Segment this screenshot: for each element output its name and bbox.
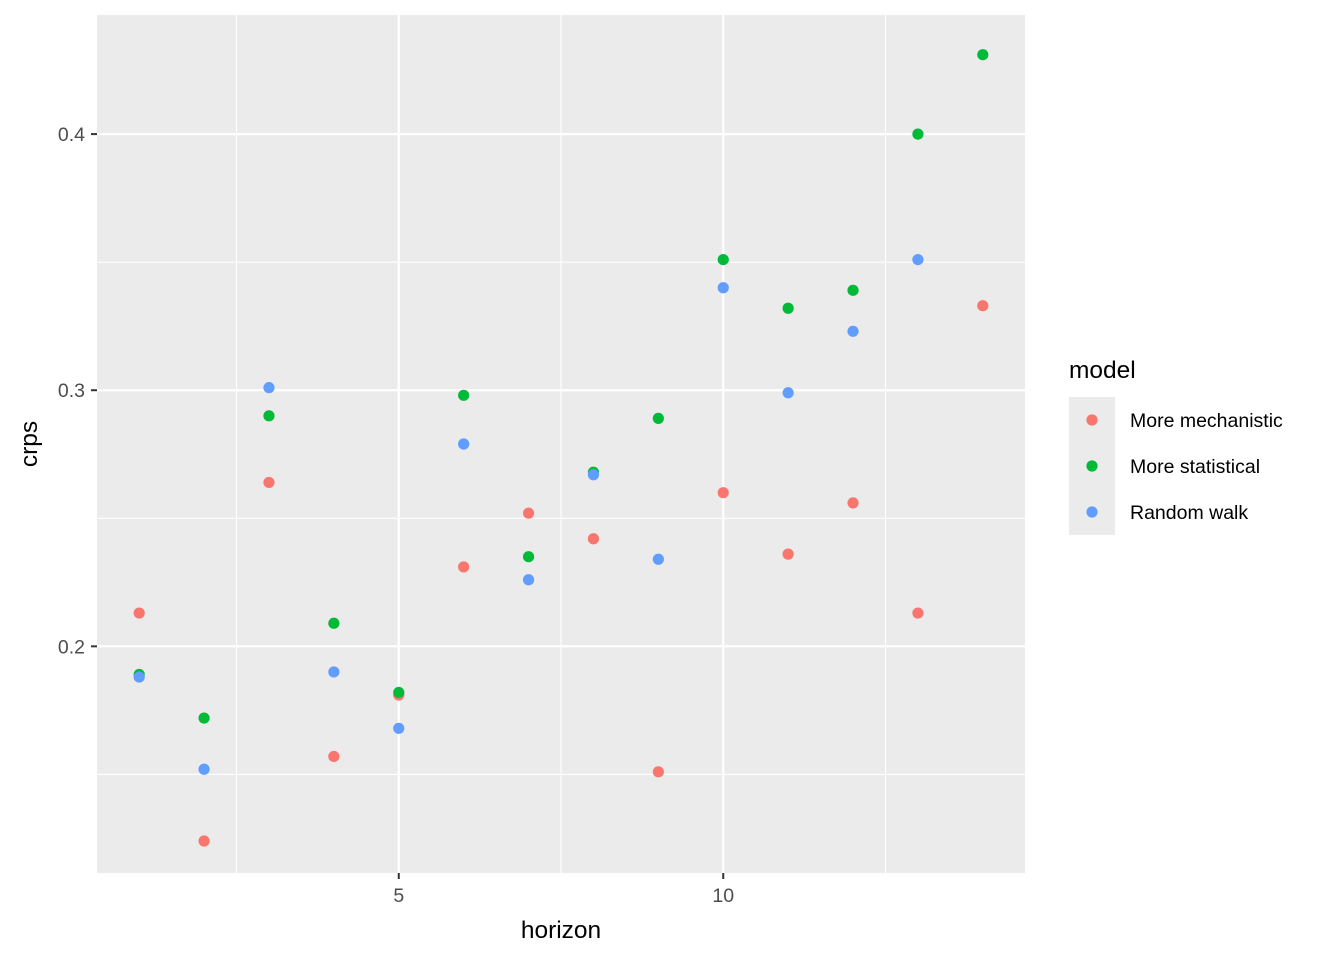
y-axis-tick-labels: 0.2 0.3 0.4: [58, 124, 85, 658]
data-point: [133, 671, 145, 683]
data-point: [328, 617, 340, 629]
data-point: [652, 766, 664, 778]
data-point: [458, 389, 470, 401]
data-point: [198, 763, 210, 775]
legend-key-point: [1086, 506, 1098, 518]
x-axis-tick-labels: 5 10: [393, 885, 734, 907]
legend-items: More mechanistic More statistical Random w…: [1069, 397, 1283, 535]
data-point: [522, 507, 535, 519]
data-point: [198, 835, 210, 847]
legend-label: More statistical: [1130, 456, 1260, 478]
data-point: [587, 533, 600, 545]
data-point: [652, 412, 664, 424]
legend-key-point: [1086, 414, 1098, 426]
data-point: [263, 410, 275, 422]
data-point: [522, 551, 535, 563]
data-point: [847, 497, 859, 509]
y-tick-label: 0.2: [58, 636, 85, 658]
data-point: [717, 253, 729, 266]
series-more-mechanistic: [133, 300, 989, 847]
data-point: [977, 49, 989, 61]
data-point: [393, 722, 405, 734]
legend-label: Random walk: [1130, 502, 1248, 524]
data-point: [912, 128, 924, 140]
data-point: [847, 284, 859, 296]
legend: model More mechanistic More statistical Ra…: [1069, 357, 1283, 535]
x-tick-label: 5: [393, 885, 404, 907]
legend-key-point: [1086, 460, 1098, 472]
data-point: [458, 438, 470, 450]
y-tick-label: 0.4: [58, 124, 85, 146]
data-point: [328, 750, 340, 763]
data-point: [263, 382, 275, 394]
legend-label: More mechanistic: [1130, 410, 1283, 432]
minor-gridlines: [97, 15, 1025, 873]
y-tick-label: 0.3: [58, 380, 85, 402]
data-point: [977, 300, 989, 312]
data-point: [717, 282, 729, 294]
data-point: [717, 487, 729, 499]
data-point: [652, 553, 664, 565]
axis-ticks: [91, 133, 725, 879]
x-tick-label: 10: [712, 885, 734, 907]
data-point: [328, 666, 340, 678]
data-point: [458, 561, 470, 573]
data-point: [847, 325, 859, 337]
data-points: [133, 49, 989, 847]
data-point: [912, 253, 924, 266]
data-point: [263, 476, 275, 489]
data-point: [782, 548, 794, 560]
data-point: [912, 607, 924, 619]
data-point: [522, 574, 535, 586]
data-point: [782, 387, 794, 399]
series-random-walk: [133, 253, 924, 775]
data-point: [587, 469, 600, 481]
x-axis-title: horizon: [521, 917, 601, 944]
legend-title: model: [1069, 357, 1136, 384]
data-point: [393, 686, 405, 699]
data-point: [782, 302, 794, 314]
data-point: [133, 607, 145, 619]
data-point: [198, 712, 210, 724]
y-axis-title: crps: [16, 421, 43, 467]
